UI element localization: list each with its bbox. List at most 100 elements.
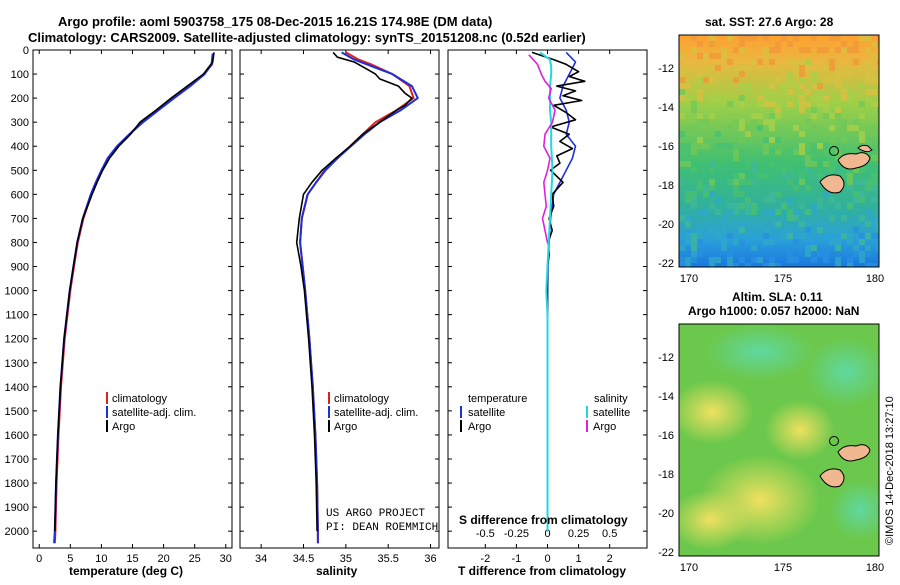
sst-pixel xyxy=(703,119,709,125)
sst-pixel xyxy=(835,35,841,41)
sst-pixel xyxy=(733,263,739,267)
sst-pixel xyxy=(727,179,733,185)
sst-pixel xyxy=(709,77,715,83)
sst-pixel xyxy=(871,185,877,191)
sst-pixel xyxy=(835,107,841,113)
sst-pixel xyxy=(871,221,877,227)
sst-pixel xyxy=(709,185,715,191)
sst-pixel xyxy=(793,215,799,221)
temperature-plot-frame xyxy=(32,49,233,549)
sst-pixel xyxy=(817,143,823,149)
sst-pixel xyxy=(757,131,763,137)
sst-pixel xyxy=(715,143,721,149)
sst-pixel xyxy=(781,89,787,95)
sst-pixel xyxy=(859,137,865,143)
legend-label-climatology: climatology xyxy=(334,393,390,405)
sst-pixel xyxy=(859,131,865,137)
sst-pixel xyxy=(709,191,715,197)
sst-pixel xyxy=(823,173,829,179)
sst-pixel xyxy=(685,197,691,203)
sst-pixel xyxy=(745,203,751,209)
sst-pixel xyxy=(811,71,817,77)
legend-label-t-argo: Argo xyxy=(468,421,491,433)
sst-pixel xyxy=(721,227,727,233)
sst-pixel xyxy=(877,245,879,251)
sst-pixel xyxy=(733,173,739,179)
sst-pixel xyxy=(739,95,745,101)
sst-pixel xyxy=(799,149,805,155)
sst-pixel xyxy=(679,179,685,185)
sst-pixel xyxy=(841,47,847,53)
sst-pixel xyxy=(709,95,715,101)
sst-pixel xyxy=(823,47,829,53)
sst-pixel xyxy=(775,47,781,53)
sst-pixel xyxy=(763,131,769,137)
sst-pixel xyxy=(703,131,709,137)
sst-pixel xyxy=(757,221,763,227)
sst-pixel xyxy=(847,185,853,191)
sst-pixel xyxy=(727,209,733,215)
sst-pixel xyxy=(841,71,847,77)
sst-pixel xyxy=(709,35,715,41)
sst-pixel xyxy=(817,89,823,95)
sst-pixel xyxy=(835,83,841,89)
sst-pixel xyxy=(751,209,757,215)
sst-pixel xyxy=(751,113,757,119)
sst-pixel xyxy=(679,65,685,71)
sst-pixel xyxy=(793,155,799,161)
sst-pixel xyxy=(823,131,829,137)
sst-pixel xyxy=(859,233,865,239)
series-line-argo xyxy=(54,52,215,532)
sla-y-tick-label: -22 xyxy=(658,547,674,559)
legend-title-temperature: temperature xyxy=(468,393,527,405)
sst-pixel xyxy=(793,59,799,65)
sst-pixel xyxy=(793,239,799,245)
sst-pixel xyxy=(721,53,727,59)
sst-pixel xyxy=(799,59,805,65)
sst-pixel xyxy=(847,167,853,173)
sst-pixel xyxy=(709,161,715,167)
sst-pixel xyxy=(691,149,697,155)
sst-pixel xyxy=(787,197,793,203)
sst-pixel xyxy=(751,59,757,65)
sst-pixel xyxy=(823,191,829,197)
y-tick-label: 400 xyxy=(11,141,29,153)
sst-pixel xyxy=(865,89,871,95)
sst-pixel xyxy=(805,209,811,215)
sst-pixel xyxy=(781,173,787,179)
x-tick-label: 30 xyxy=(220,553,232,565)
sst-pixel xyxy=(775,107,781,113)
sst-pixel xyxy=(847,173,853,179)
sla-anomaly xyxy=(679,380,754,444)
sst-pixel xyxy=(751,35,757,41)
s-diff-tick-label: -0.25 xyxy=(504,528,529,540)
y-tick-label: 700 xyxy=(11,213,29,225)
sst-pixel xyxy=(877,107,879,113)
sst-pixel xyxy=(763,95,769,101)
sst-pixel xyxy=(853,59,859,65)
x-tick-label: 2 xyxy=(607,553,613,565)
imos-stamp: ©IMOS 14-Dec-2018 13:27:10 xyxy=(884,396,896,545)
sst-pixel xyxy=(859,113,865,119)
sst-pixel xyxy=(853,227,859,233)
sla-anomaly xyxy=(830,480,879,540)
sst-pixel xyxy=(679,131,685,137)
sst-pixel xyxy=(787,71,793,77)
sst-pixel xyxy=(877,101,879,107)
sst-pixel xyxy=(691,125,697,131)
sst-pixel xyxy=(853,251,859,257)
sst-pixel xyxy=(685,125,691,131)
sst-x-tick-label: 180 xyxy=(866,273,884,285)
sst-y-tick-label: -14 xyxy=(658,102,674,114)
series-layer xyxy=(53,51,586,544)
sst-pixel xyxy=(739,227,745,233)
sst-pixel xyxy=(859,197,865,203)
sst-pixel xyxy=(811,35,817,41)
differences-series-group xyxy=(528,51,586,532)
sla-anomaly xyxy=(679,490,750,550)
sst-pixel xyxy=(733,149,739,155)
legend-label-satellite: satellite-adj. clim. xyxy=(112,407,196,419)
series-line-satellite-adj-clim- xyxy=(299,51,419,544)
sst-pixel xyxy=(775,41,781,47)
